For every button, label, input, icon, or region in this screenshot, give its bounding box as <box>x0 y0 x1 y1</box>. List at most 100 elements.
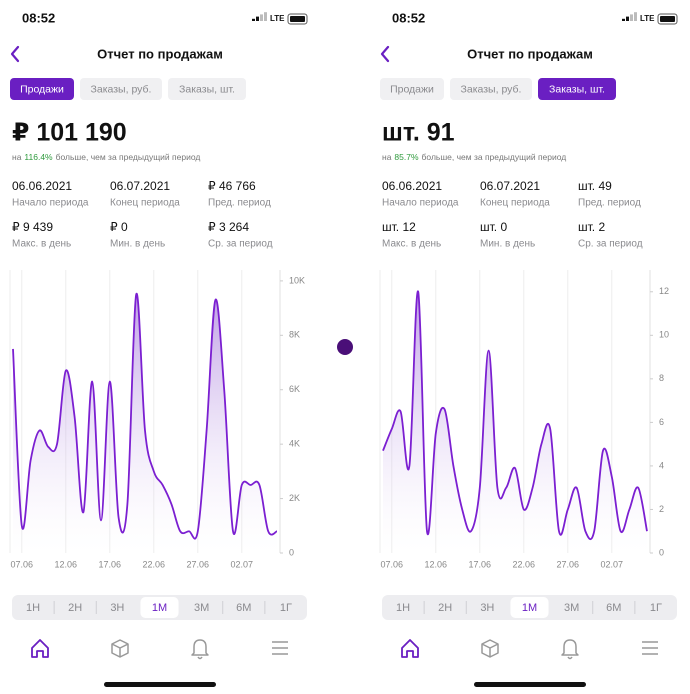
stat-value: ₽ 46 766 <box>208 179 256 193</box>
y-tick-label: 10 <box>659 330 669 340</box>
period-label[interactable]: 1М <box>522 602 537 614</box>
stat-value: ₽ 0 <box>110 220 128 234</box>
tab-label[interactable]: Заказы, шт. <box>549 83 605 95</box>
stat-value: ₽ 9 439 <box>12 220 53 234</box>
total-value: ₽ 101 190 <box>12 119 127 147</box>
tab-label[interactable]: Заказы, шт. <box>179 83 235 95</box>
tab[interactable] <box>80 78 162 100</box>
battery <box>657 13 678 25</box>
stat-value: шт. 12 <box>382 220 416 234</box>
x-tick-label: 22.06 <box>143 559 166 569</box>
tab[interactable] <box>168 78 246 100</box>
header-title: Отчет по продажам <box>97 46 223 61</box>
nav-bell[interactable] <box>561 639 579 660</box>
home-indicator <box>474 682 586 687</box>
stat-label: Мин. в день <box>110 239 165 250</box>
nav-bell[interactable] <box>191 639 209 660</box>
period-selected[interactable] <box>140 597 179 618</box>
line <box>12 292 278 540</box>
stat-value: шт. 49 <box>578 179 612 193</box>
period-label[interactable]: 1Г <box>280 602 292 614</box>
tab[interactable] <box>10 78 74 100</box>
status-network: LTE <box>640 14 655 23</box>
status-time: 08:52 <box>22 10 55 25</box>
comparison-prefix: на <box>12 152 22 162</box>
period-label[interactable]: 3Н <box>480 602 494 614</box>
divider-dot <box>337 339 353 355</box>
tab-label[interactable]: Продажи <box>390 83 434 95</box>
x-tick-label: 07.06 <box>381 559 404 569</box>
stat-value: 06.07.2021 <box>110 179 170 193</box>
stat-label: Пред. период <box>578 198 641 209</box>
stat-label: Конец периода <box>480 198 550 209</box>
y-tick-label: 10K <box>289 275 305 285</box>
signal-bar <box>260 14 263 21</box>
period-label[interactable]: 1М <box>152 602 167 614</box>
battery <box>287 13 308 25</box>
comparison-value: 116.4% <box>24 152 53 162</box>
x-tick-label: 17.06 <box>99 559 122 569</box>
nav-menu[interactable] <box>642 641 658 655</box>
x-tick-label: 07.06 <box>11 559 34 569</box>
tab-label[interactable]: Заказы, руб. <box>91 83 152 95</box>
home-indicator <box>104 682 216 687</box>
stat-label: Макс. в день <box>12 239 71 250</box>
phone-screen: 08:52 LTE Отчет по продажам Продажи Заказы, … <box>379 10 678 687</box>
nav-menu[interactable] <box>272 641 288 655</box>
y-tick-label: 6 <box>659 417 664 427</box>
stat-value: шт. 0 <box>480 220 507 234</box>
y-tick-label: 6K <box>289 384 300 394</box>
period-label[interactable]: 6М <box>236 602 251 614</box>
nav-home[interactable] <box>31 639 49 658</box>
stat-label: Мин. в день <box>480 239 535 250</box>
stat-value: 06.06.2021 <box>12 179 72 193</box>
comparison-suffix: больше, чем за предыдущий период <box>422 152 567 162</box>
period-label[interactable]: 6М <box>606 602 621 614</box>
period-label[interactable]: 2Н <box>68 602 82 614</box>
period-label[interactable]: 1Г <box>650 602 662 614</box>
period-label[interactable]: 3Н <box>110 602 124 614</box>
stat-value: шт. 2 <box>578 220 605 234</box>
battery-level <box>290 16 305 22</box>
back-button[interactable] <box>380 45 390 63</box>
signal-bar <box>252 18 255 21</box>
back-button[interactable] <box>10 45 20 63</box>
signal-bar <box>256 16 259 21</box>
comparison: на 116.4% больше, чем за предыдущий период <box>12 152 200 162</box>
nav-home[interactable] <box>401 639 419 658</box>
stat-label: Конец периода <box>110 198 180 209</box>
header-title: Отчет по продажам <box>467 46 593 61</box>
y-tick-label: 0 <box>289 547 294 557</box>
period-label[interactable]: 1Н <box>26 602 40 614</box>
phone-screen: 08:52 LTE Отчет по продажам Продажи Заказы, … <box>9 10 308 687</box>
tab[interactable] <box>538 78 616 100</box>
period-label[interactable]: 1Н <box>396 602 410 614</box>
area-fill <box>383 291 647 553</box>
comparison-suffix: больше, чем за предыдущий период <box>56 152 201 162</box>
y-tick-label: 4 <box>659 460 664 470</box>
tab[interactable] <box>380 78 444 100</box>
stat-label: Ср. за период <box>208 239 273 250</box>
tab[interactable] <box>450 78 532 100</box>
status-network: LTE <box>270 14 285 23</box>
period-label[interactable]: 3М <box>564 602 579 614</box>
signal-bar <box>622 18 625 21</box>
stat-label: Начало периода <box>382 198 459 209</box>
x-tick-label: 12.06 <box>425 559 448 569</box>
line <box>382 290 648 540</box>
signal-bar <box>634 12 637 21</box>
y-tick-label: 12 <box>659 286 669 296</box>
comparison: на 85.7% больше, чем за предыдущий период <box>382 152 566 162</box>
x-tick-label: 12.06 <box>55 559 78 569</box>
tab-label[interactable]: Продажи <box>20 83 64 95</box>
tab-label[interactable]: Заказы, руб. <box>461 83 522 95</box>
nav-box[interactable] <box>481 639 499 658</box>
battery-level <box>660 16 675 22</box>
y-tick-label: 8K <box>289 330 300 340</box>
period-label[interactable]: 2Н <box>438 602 452 614</box>
x-tick-label: 02.07 <box>231 559 254 569</box>
period-selected[interactable] <box>510 597 549 618</box>
period-label[interactable]: 3М <box>194 602 209 614</box>
nav-box[interactable] <box>111 639 129 658</box>
signal-bar <box>626 16 629 21</box>
